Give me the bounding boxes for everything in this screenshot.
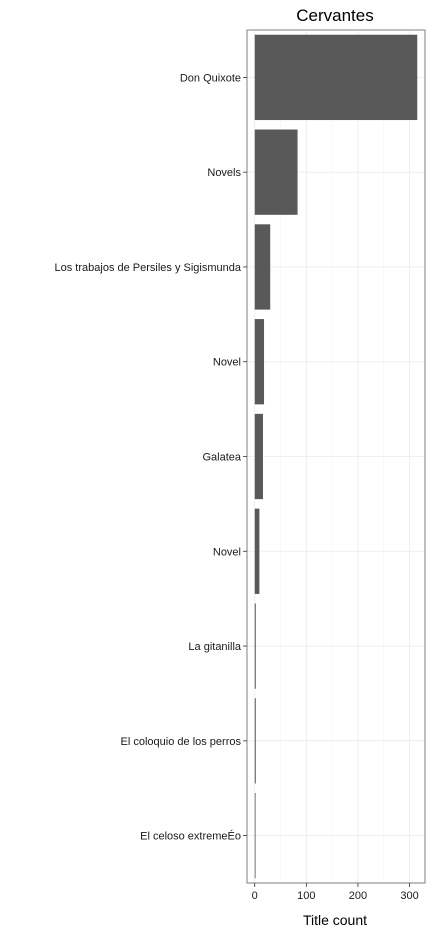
- y-tick-label: La gitanilla: [188, 641, 241, 653]
- bars: [254, 34, 418, 879]
- bar: [254, 603, 256, 689]
- y-tick-label: Novel: [213, 357, 241, 369]
- y-tick-label: Don Quixote: [180, 72, 241, 84]
- grid-lines: [247, 30, 425, 883]
- bar: [254, 508, 260, 594]
- bar: [254, 129, 298, 215]
- x-tick-label: 100: [297, 890, 315, 902]
- y-tick-label: Novel: [213, 546, 241, 558]
- x-axis-title: Title count: [303, 912, 367, 928]
- bar: [254, 413, 263, 500]
- y-tick-label: Novels: [207, 167, 241, 179]
- y-tick-label: Galatea: [202, 452, 241, 464]
- bar: [254, 792, 256, 879]
- bar: [254, 224, 271, 310]
- x-tick-label: 300: [400, 890, 418, 902]
- chart-title: Cervantes: [296, 6, 373, 25]
- y-axis: Don Quixote Novels Los trabajos de Persile…: [55, 72, 247, 843]
- bar: [254, 698, 256, 784]
- x-axis: 0 100 200 300: [252, 883, 419, 902]
- y-tick-label: El celoso extremeÉo: [140, 830, 241, 843]
- y-tick-label: Los trabajos de Persiles y Sigismunda: [55, 262, 242, 274]
- bar: [254, 319, 265, 405]
- y-tick-label: El coloquio de los perros: [121, 736, 242, 748]
- bar: [254, 34, 418, 121]
- x-tick-label: 0: [252, 890, 258, 902]
- x-tick-label: 200: [349, 890, 367, 902]
